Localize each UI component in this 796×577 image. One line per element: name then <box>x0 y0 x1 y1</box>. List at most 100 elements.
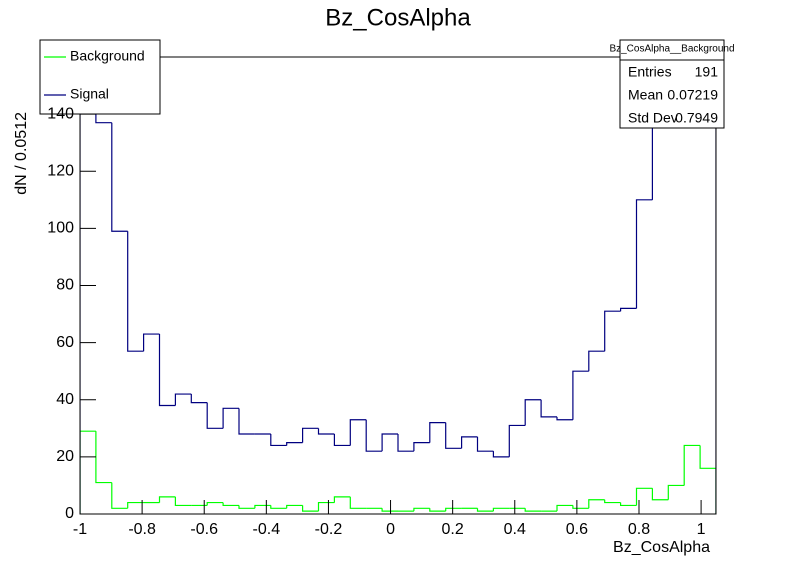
stats-label: Std Dev <box>628 110 678 126</box>
x-tick-label: -0.2 <box>315 521 343 538</box>
y-axis-label: dN / 0.0512 <box>13 112 30 195</box>
histogram-bin <box>620 307 637 312</box>
chart-title: Bz_CosAlpha <box>325 4 471 31</box>
histogram-bin <box>524 508 542 512</box>
histogram-bin <box>111 122 128 232</box>
histogram-bin <box>365 419 383 452</box>
histogram-bin <box>158 496 176 503</box>
histogram-bin <box>588 499 605 509</box>
x-tick-label: 1 <box>697 521 706 538</box>
y-tick-label: 60 <box>56 334 74 351</box>
histogram-bin <box>620 502 637 507</box>
histogram-bin <box>635 487 653 506</box>
histogram-bin <box>254 504 271 509</box>
x-axis-label: Bz_CosAlpha <box>613 539 710 556</box>
overlay: Background Signal Bz_CosAlpha__Background E… <box>39 39 735 129</box>
histogram-bin <box>397 434 414 452</box>
histogram-bin <box>683 444 701 486</box>
histogram-bin <box>174 496 192 507</box>
x-tick-label: -0.8 <box>128 521 156 538</box>
histogram-bin <box>413 441 430 452</box>
x-tick-label: -0.6 <box>190 521 218 538</box>
histogram-bin <box>429 422 446 443</box>
stats-title: Bz_CosAlpha__Background <box>609 44 734 55</box>
histogram-bin <box>667 484 685 500</box>
legend-label: Background <box>70 48 145 64</box>
histogram-bin <box>174 393 192 406</box>
x-tick-label: 0.4 <box>504 521 526 538</box>
histogram-bin <box>492 507 510 512</box>
histogram-bin <box>286 441 303 446</box>
histogram-bin <box>302 427 319 443</box>
histogram-bin <box>413 507 430 512</box>
histogram-bin <box>445 507 462 512</box>
histogram-bin <box>127 501 144 509</box>
y-tick-label: 120 <box>47 162 74 179</box>
histogram-bin <box>349 496 367 509</box>
histogram-bin <box>572 505 589 509</box>
x-tick-label: 0 <box>386 521 395 538</box>
histogram-bin <box>445 422 462 449</box>
histogram-bin <box>572 370 589 420</box>
histogram-bin <box>508 424 526 457</box>
histogram-bin <box>238 408 255 435</box>
histogram-bin <box>333 496 351 503</box>
histogram-bin <box>286 504 303 509</box>
y-tick-label: 100 <box>47 220 74 237</box>
histogram-bin <box>158 334 176 407</box>
histogram-bin <box>333 434 351 447</box>
histogram-bin <box>143 333 160 352</box>
histogram-bin <box>492 451 510 458</box>
histogram-bin <box>461 436 478 449</box>
y-tick-label: 80 <box>56 277 74 294</box>
histogram-bin <box>222 502 239 507</box>
plot-area <box>80 57 716 514</box>
stats-value: 0.7949 <box>675 110 718 126</box>
y-tick-label: 0 <box>65 505 74 522</box>
histogram-bin <box>604 499 621 504</box>
histogram-bin <box>604 310 621 352</box>
histogram-bin <box>206 501 224 506</box>
histogram-bin <box>381 508 398 512</box>
histogram-bin <box>95 431 112 484</box>
histogram-bin <box>381 433 398 452</box>
histogram-bin <box>270 505 287 509</box>
histogram-bin <box>238 505 255 509</box>
histogram-bin <box>476 436 494 452</box>
y-tick-label: 140 <box>47 105 74 122</box>
legend-box <box>39 39 161 115</box>
histogram-bin <box>190 394 208 404</box>
legend-label: Signal <box>70 86 109 102</box>
histogram-bin <box>556 416 573 421</box>
histogram-bin <box>317 428 335 435</box>
x-tick-label: 0.8 <box>628 521 650 538</box>
histogram-bin <box>270 434 287 447</box>
histogram-bin <box>556 504 573 512</box>
histogram-bin <box>635 199 653 309</box>
histogram-bin <box>302 505 319 512</box>
stats-label: Entries <box>628 64 672 80</box>
histogram-bin <box>524 399 542 426</box>
histogram-bin <box>651 488 669 501</box>
histogram-bin <box>476 508 494 512</box>
histogram-bin <box>222 407 239 429</box>
x-tick-label: -0.4 <box>253 521 281 538</box>
y-tick-label: 40 <box>56 391 74 408</box>
histogram-bin <box>80 430 96 514</box>
x-tick-label: 0.2 <box>442 521 464 538</box>
histogram-bin <box>540 399 557 418</box>
histogram-bin <box>317 501 335 512</box>
stats-value: 0.07219 <box>667 87 718 103</box>
histogram-bin <box>588 350 605 372</box>
histogram-bin <box>111 482 128 509</box>
histogram-bin <box>206 402 224 429</box>
histogram-bin <box>127 231 144 352</box>
stats-value: 191 <box>695 64 719 80</box>
stats-box <box>619 39 725 129</box>
histogram-bin <box>699 445 716 514</box>
x-tick-label: -1 <box>73 521 87 538</box>
histogram-bin <box>349 419 367 446</box>
x-tick-label: 0.6 <box>566 521 588 538</box>
stats-label: Mean <box>628 87 663 103</box>
